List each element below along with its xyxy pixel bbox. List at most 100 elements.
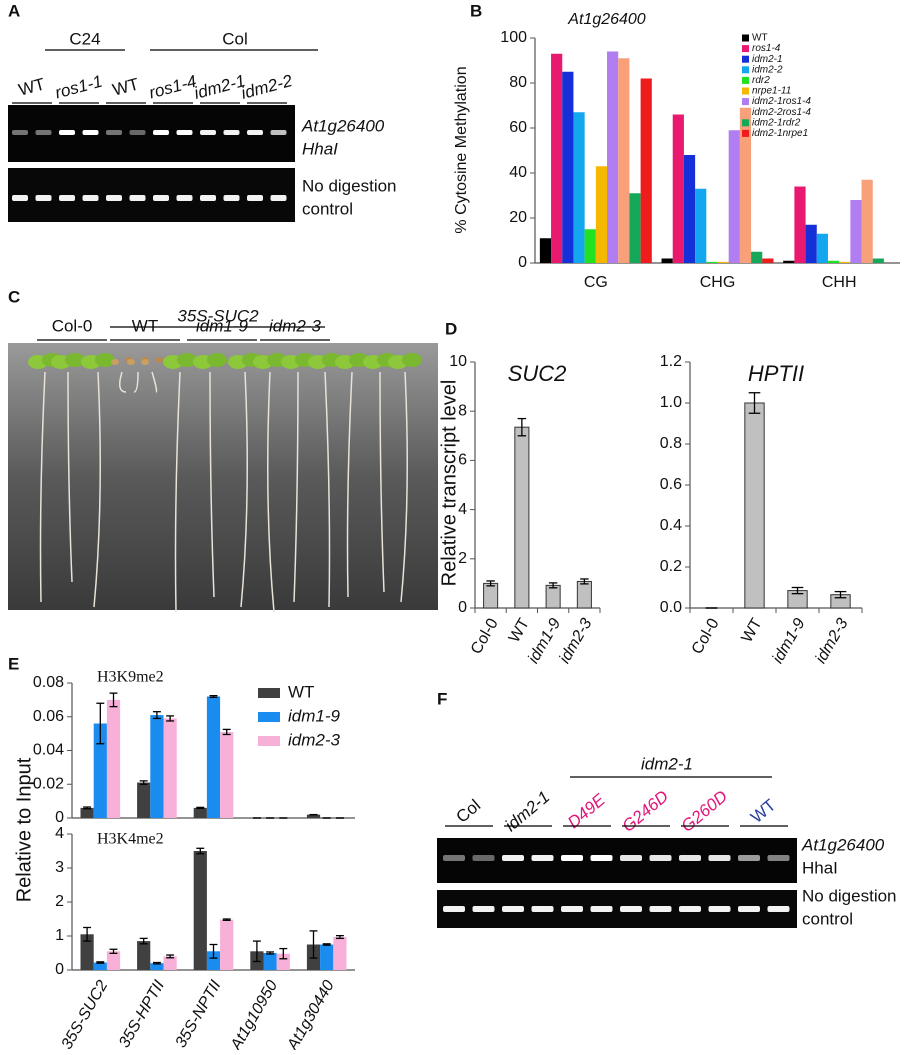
gel-band [443, 855, 465, 861]
root [400, 371, 408, 603]
gel-band [767, 906, 790, 912]
y-tick-label: 0 [55, 809, 64, 826]
bar [816, 233, 828, 263]
legend-label: idm2-1nrpe1 [752, 128, 808, 139]
legend-label: idm2-1ros1-4 [752, 96, 811, 107]
x-tick-label: CG [584, 274, 608, 291]
x-tick-label: WT [506, 615, 533, 645]
error-bar [83, 926, 92, 942]
bar [751, 251, 763, 263]
gel-band [679, 855, 701, 861]
bar [618, 58, 630, 263]
y-tick-label: 0 [518, 254, 527, 271]
bar [163, 956, 177, 970]
root [293, 371, 299, 603]
gel-band [129, 195, 146, 201]
legend-label: idm2-3 [288, 730, 341, 749]
y-axis-label: Relative to Input [13, 757, 35, 902]
gel-band [738, 906, 760, 912]
gel-band [176, 130, 193, 135]
gel-band [153, 195, 169, 201]
legend-label: idm1-9 [288, 706, 341, 725]
y-tick-label: 0.4 [660, 517, 682, 534]
gel-band [708, 906, 731, 912]
gel-band [590, 855, 613, 861]
panel-letter: E [8, 654, 19, 673]
bar [839, 261, 851, 263]
leaf [127, 359, 135, 365]
root [119, 371, 127, 393]
legend-swatch [258, 688, 280, 698]
gel-band [708, 855, 731, 861]
bar [276, 953, 290, 970]
y-tick-label: 0 [458, 599, 467, 616]
root [346, 371, 353, 598]
root [240, 371, 248, 608]
y-tick-label: 1.2 [660, 353, 682, 370]
x-tick-label: At1g30440 [284, 978, 338, 1050]
row-label: At1g26400 [801, 835, 885, 854]
gel-f: idm2-1 At1g26400 HhaI No digestion contr… [437, 754, 897, 928]
error-bar [266, 951, 275, 955]
bar [762, 258, 774, 263]
gel-band [59, 130, 75, 135]
panel-letter: B [470, 1, 482, 20]
legend-label: WT [752, 33, 768, 44]
legend-label: idm2-2ros1-4 [752, 107, 811, 118]
root [174, 371, 181, 613]
y-axis-label: % Cytosine Methylation [453, 66, 470, 233]
row-label: control [302, 199, 353, 218]
gel-band [561, 855, 583, 861]
bar [695, 188, 707, 263]
leaf [95, 353, 115, 367]
y-tick-label: 0.06 [33, 708, 64, 725]
leaf [65, 353, 85, 367]
bar [320, 944, 334, 970]
gel-band [82, 130, 99, 135]
legend-swatch [258, 736, 280, 746]
gel-row [437, 890, 797, 928]
bar [150, 963, 164, 970]
bar [706, 261, 718, 263]
gel-band [590, 906, 613, 912]
bar [150, 715, 164, 818]
error-bar [96, 702, 105, 745]
panel-letter: D [445, 319, 457, 338]
bar [607, 51, 619, 263]
bar [93, 723, 107, 818]
lane-label: WT [747, 795, 779, 827]
gel-band [531, 906, 554, 912]
bar [744, 402, 765, 609]
lane-label: idm2-3 [269, 316, 322, 335]
chart-title: HPTII [748, 361, 804, 386]
gel-band [531, 855, 554, 861]
bar [551, 53, 563, 263]
legend-label: WT [288, 682, 314, 701]
error-bar [335, 935, 344, 940]
y-tick-label: 4 [55, 825, 64, 842]
group-label: 35S-SUC2 [177, 306, 259, 325]
gel-band [561, 906, 583, 912]
error-bar [222, 918, 231, 922]
bar [193, 851, 207, 970]
gel-band [200, 195, 216, 201]
lane-label: idm1-9 [196, 316, 249, 335]
leaf [207, 353, 227, 367]
error-bar [166, 715, 175, 722]
gel-band [620, 855, 642, 861]
bar [306, 814, 321, 818]
bar [562, 71, 574, 263]
bar [206, 951, 221, 970]
bar [672, 114, 684, 263]
bar [872, 258, 884, 263]
bar [483, 582, 499, 609]
bar [850, 200, 862, 263]
y-tick-label: 0.08 [33, 674, 64, 691]
gel-band [200, 130, 216, 135]
gel-band [270, 195, 287, 201]
x-tick-label: WT [738, 615, 765, 645]
plate-photo [8, 343, 438, 610]
bar [595, 166, 608, 263]
error-bar [209, 943, 218, 959]
